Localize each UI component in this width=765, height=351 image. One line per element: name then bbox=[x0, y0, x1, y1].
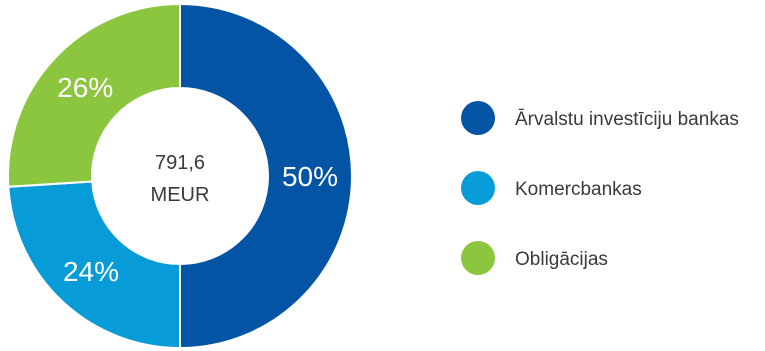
legend-swatch-2 bbox=[461, 171, 495, 205]
center-unit: MEUR bbox=[151, 184, 210, 206]
slice-label-3: 26% bbox=[57, 72, 113, 103]
slice-label-2: 24% bbox=[63, 256, 119, 287]
center-value: 791,6 bbox=[155, 152, 205, 174]
legend-swatch-1 bbox=[461, 101, 495, 135]
legend-label-1: Ārvalstu investīciju bankas bbox=[515, 109, 739, 130]
legend-swatch-3 bbox=[461, 241, 495, 275]
slice-label-1: 50% bbox=[282, 161, 338, 192]
legend-label-3: Obligācijas bbox=[515, 249, 608, 270]
center-label: 791,6 MEUR bbox=[151, 152, 210, 206]
slice-labels: 50% 24% 26% bbox=[57, 72, 338, 287]
donut-slices bbox=[7, 2, 353, 350]
legend-label-2: Komercbankas bbox=[515, 179, 642, 200]
slice-2 bbox=[7, 180, 181, 350]
slice-1 bbox=[179, 2, 353, 350]
slice-3 bbox=[7, 2, 181, 188]
legend: Ārvalstu investīciju bankas Komercbankas O… bbox=[461, 101, 739, 275]
